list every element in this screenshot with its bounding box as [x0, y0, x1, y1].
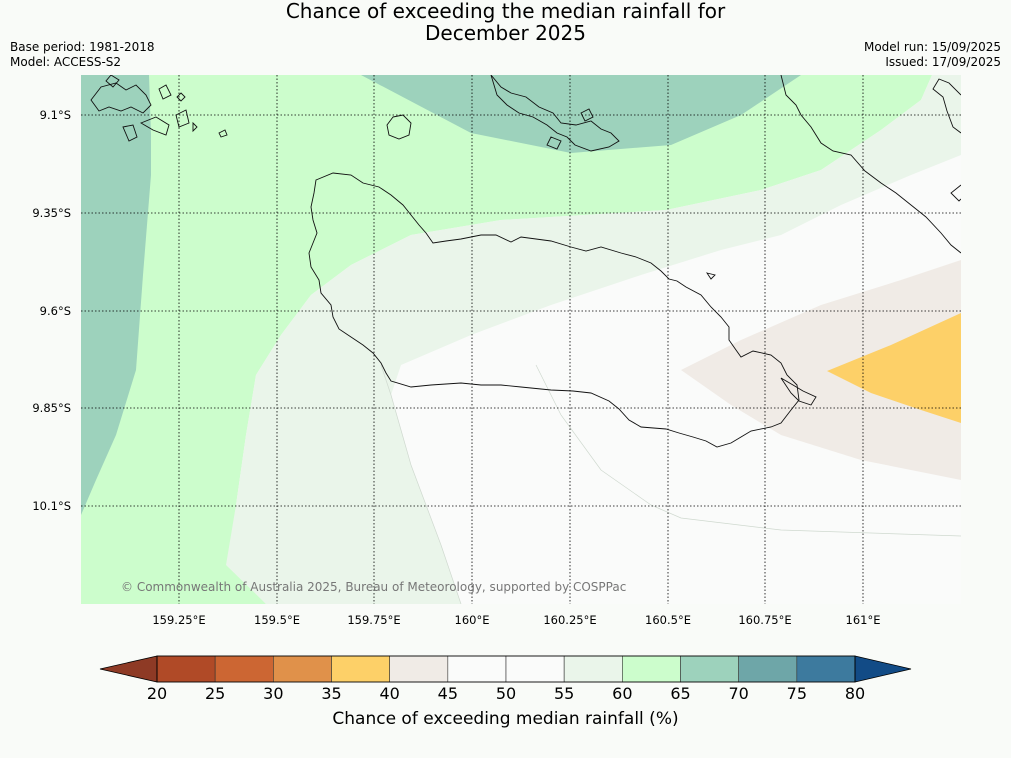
colorbar-cell: [273, 655, 332, 683]
colorbar-tick-label: 30: [263, 684, 284, 703]
model-run: Model run: 15/09/2025: [863, 40, 1001, 54]
lat-label: 9.1°S: [39, 108, 71, 122]
colorbar-tick-label: 60: [612, 684, 633, 703]
map-panel: [81, 74, 962, 605]
colorbar-cell: [389, 655, 449, 683]
colorbar-tick-label: 55: [553, 684, 575, 703]
colorbar-tick-label: 50: [495, 684, 517, 703]
copyright-notice: © Commonwealth of Australia 2025, Bureau…: [121, 580, 627, 594]
colorbar-cell: [156, 655, 216, 683]
base-period: Base period: 1981-2018: [10, 40, 155, 54]
colorbar-cell: [563, 655, 623, 683]
colorbar-tick-label: 45: [437, 684, 458, 703]
lon-label: 160°E: [454, 613, 490, 627]
zone-55-60: [226, 75, 961, 604]
lat-label: 10.1°S: [32, 499, 71, 513]
model-name: Model: ACCESS-S2: [10, 55, 122, 69]
colorbar-tick-label: 25: [204, 684, 226, 703]
colorbar-tick-label: 65: [670, 684, 691, 703]
colorbar-cell: [331, 655, 390, 683]
lon-label: 159.5°E: [254, 613, 300, 627]
colorbar-cell: [505, 655, 565, 683]
lon-label: 160.75°E: [738, 613, 792, 627]
colorbar-tick-label: 35: [321, 684, 342, 703]
colorbar-cell: [796, 655, 856, 683]
graticule: [81, 75, 961, 604]
colorbar-tick-label: 80: [844, 684, 866, 703]
meta-left: Base period: 1981-2018 Model: ACCESS-S2: [10, 40, 155, 70]
map-canvas: [81, 74, 962, 605]
meta-right: Model run: 15/09/2025 Issued: 17/09/2025: [864, 40, 1001, 70]
issued-date: Issued: 17/09/2025: [885, 55, 1001, 69]
malaita-coastline: [780, 74, 962, 254]
zone-65-70-west: [81, 75, 151, 515]
lon-label: 160.5°E: [645, 613, 691, 627]
lat-label: 9.35°S: [32, 206, 71, 220]
title-line-1: Chance of exceeding the median rainfall …: [285, 0, 726, 23]
russell-islands-coastline: [90, 74, 228, 142]
map-title: Chance of exceeding the median rainfall …: [0, 0, 1011, 44]
colorbar: [99, 655, 912, 683]
lon-label: 160.25°E: [543, 613, 597, 627]
colorbar-cell: [447, 655, 507, 683]
title-line-2: December 2025: [425, 21, 586, 45]
lon-label: 159.75°E: [347, 613, 401, 627]
zone-60-65: [81, 75, 932, 604]
nggela-islands-coastline: [490, 74, 620, 152]
lon-label: 161°E: [845, 613, 881, 627]
savo-island: [386, 114, 412, 140]
lat-label: 9.6°S: [39, 304, 71, 318]
zone-35-40: [827, 313, 961, 423]
colorbar-cell: [738, 655, 798, 683]
colorbar-cell: [680, 655, 739, 683]
colorbar-over-arrow: [854, 655, 912, 683]
colorbar-tick-label: 70: [728, 684, 749, 703]
colorbar-cell: [622, 655, 681, 683]
colorbar-cells: [156, 655, 856, 683]
colorbar-cell: [214, 655, 274, 683]
lon-label: 159.25°E: [152, 613, 206, 627]
colorbar-tick-label: 40: [379, 684, 400, 703]
guadalcanal-coastline: [308, 172, 800, 448]
colorbar-outline: [156, 655, 856, 683]
colorbar-title: Chance of exceeding median rainfall (%): [332, 709, 679, 729]
zone-40-45: [681, 260, 961, 480]
lat-label: 9.85°S: [32, 401, 71, 415]
colorbar-tick-label: 20: [146, 684, 168, 703]
colorbar-tick-label: 75: [786, 684, 807, 703]
colorbar-under-arrow: [99, 655, 158, 683]
